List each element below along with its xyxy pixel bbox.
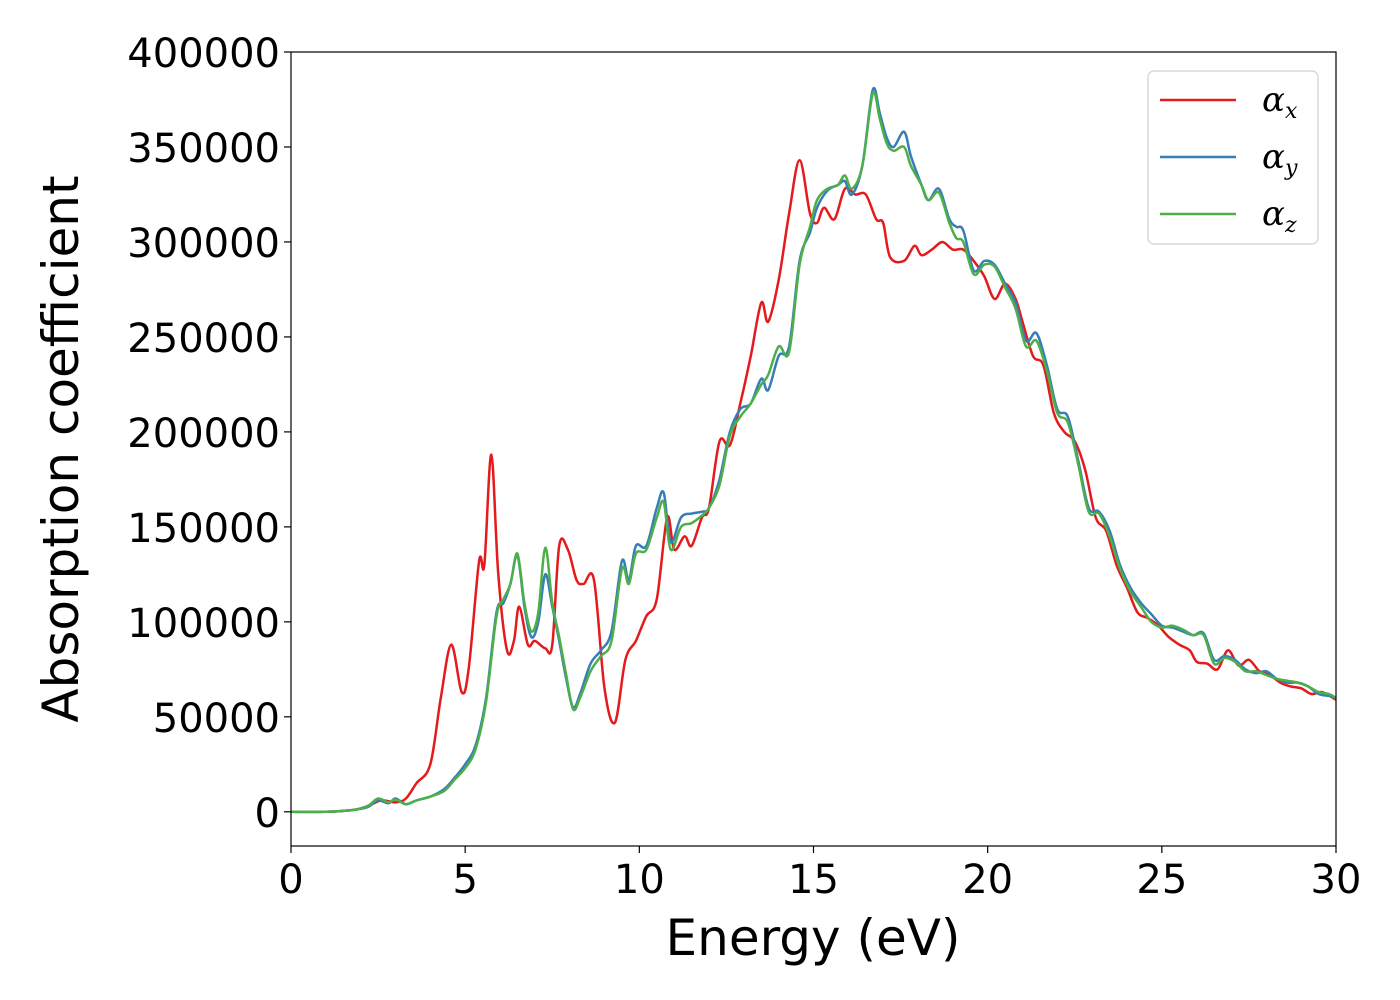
y-tick-label: 250000 <box>127 316 280 362</box>
x-tick-label: 5 <box>452 857 477 903</box>
legend: αx αy αz <box>1147 70 1319 245</box>
x-tick-label: 25 <box>1136 857 1187 903</box>
series-layer <box>290 86 1337 814</box>
legend-items: αx αy αz <box>1160 80 1298 238</box>
y-tick-label: 200000 <box>127 411 280 457</box>
y-tick-label: 100000 <box>127 601 280 647</box>
y-tick-label: 150000 <box>127 506 280 552</box>
series-line-z <box>290 91 1337 814</box>
legend-label-x: αx <box>1262 80 1298 124</box>
x-tick-label: 15 <box>788 857 839 903</box>
series-line-x <box>290 159 1337 814</box>
legend-label-y: αy <box>1262 137 1298 181</box>
y-axis-title: Absorption coefficient <box>32 175 90 722</box>
y-tick-label: 300000 <box>127 221 280 267</box>
x-tick-label: 0 <box>278 857 303 903</box>
y-tick-label: 400000 <box>127 31 280 77</box>
x-tick-label: 10 <box>614 857 665 903</box>
x-axis-title: Energy (eV) <box>666 909 961 967</box>
x-tick-label: 20 <box>962 857 1013 903</box>
x-axis: 0 5 10 15 20 25 30 <box>278 846 1361 903</box>
x-tick-label: 30 <box>1311 857 1362 903</box>
y-tick-label: 50000 <box>153 696 280 742</box>
y-tick-label: 0 <box>255 791 280 837</box>
y-tick-label: 350000 <box>127 126 280 172</box>
legend-label-z: αz <box>1262 194 1297 238</box>
y-axis: 0 50000 100000 150000 200000 250000 300000 3500… <box>127 31 291 837</box>
